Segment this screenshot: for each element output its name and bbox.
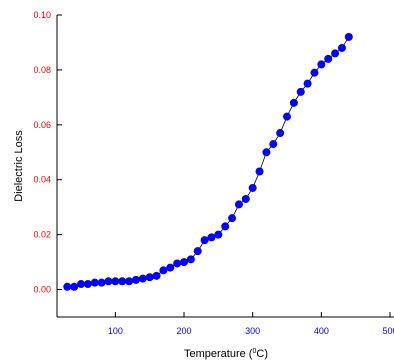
data-point (344, 32, 353, 41)
data-point (221, 222, 230, 231)
y-tick-label: 0.08 (33, 65, 51, 75)
y-axis-label: Dielectric Loss (13, 130, 25, 202)
y-tick-label: 0.10 (33, 10, 51, 20)
data-point (97, 278, 106, 287)
data-point (152, 271, 161, 280)
x-tick-label: 200 (177, 326, 192, 336)
y-tick-label: 0.04 (33, 175, 51, 185)
data-point (70, 282, 79, 291)
x-axis-label: Temperature (0C) (184, 348, 268, 360)
data-point (193, 247, 202, 256)
data-point (276, 129, 285, 138)
x-tick-label: 400 (314, 326, 329, 336)
x-tick-label: 100 (108, 326, 123, 336)
data-point (145, 273, 154, 282)
data-point (200, 236, 209, 245)
data-point (296, 87, 305, 96)
data-point (138, 274, 147, 283)
data-point (269, 140, 278, 149)
x-tick-label: 300 (245, 326, 260, 336)
y-tick-label: 0.06 (33, 120, 51, 130)
data-point (289, 98, 298, 107)
data-point (228, 214, 237, 223)
data-point (173, 259, 182, 268)
data-point (90, 278, 99, 287)
data-point (324, 54, 333, 63)
y-tick-label: 0.02 (33, 230, 51, 240)
data-point (63, 282, 72, 291)
data-point (83, 280, 92, 289)
series-line (67, 36, 350, 288)
y-tick-label: 0.00 (33, 285, 51, 295)
x-tick-label: 500 (382, 326, 394, 336)
data-point (118, 277, 127, 286)
data-point (214, 230, 223, 239)
data-point (125, 277, 134, 286)
data-point (331, 49, 340, 58)
data-point (283, 112, 292, 121)
data-point (317, 60, 326, 69)
data-point (131, 275, 140, 284)
data-point (303, 79, 312, 88)
data-point (241, 194, 250, 203)
data-point (207, 233, 216, 242)
data-point (255, 167, 264, 176)
data-point (180, 258, 189, 267)
data-point (159, 266, 168, 275)
data-point (104, 277, 113, 286)
data-point (166, 263, 175, 272)
data-point (77, 280, 86, 289)
data-point (337, 43, 346, 52)
data-point (111, 277, 120, 286)
data-point (310, 68, 319, 77)
data-point (248, 183, 257, 192)
data-point (262, 148, 271, 157)
data-point (234, 200, 243, 209)
data-point (186, 255, 195, 264)
